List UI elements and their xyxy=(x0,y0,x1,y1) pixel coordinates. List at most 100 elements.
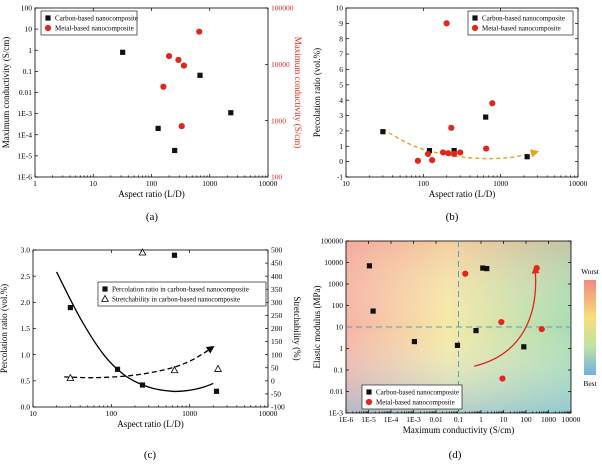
y-tick-label: 10 xyxy=(336,4,344,13)
x-tick-label: 1E-4 xyxy=(384,415,399,424)
y2-tick-label: -50 xyxy=(271,390,281,399)
metal-point xyxy=(445,150,452,157)
y-tick-label: 0 xyxy=(339,157,343,166)
y-tick-label: 0.01 xyxy=(19,88,32,97)
legend-label: Metal-based nanocomposite xyxy=(55,24,134,32)
y-tick-label: 8 xyxy=(339,34,343,43)
metal-point xyxy=(443,20,450,27)
panel-a-caption: (a) xyxy=(146,211,159,223)
stretchability-point xyxy=(138,248,147,256)
y2-tick-label: 500 xyxy=(271,246,283,255)
carbon-point xyxy=(483,114,489,120)
percolation-point xyxy=(139,382,146,388)
x-tick-label: 1 xyxy=(479,415,483,424)
legend-marker xyxy=(102,286,108,292)
carbon-point xyxy=(480,265,486,271)
panel-b-chart: 10 100 1000 10000 -1 0 1 2 3 4 5 6 7 8 9 10 Aspect ratio… xyxy=(312,4,588,199)
y2-tick-label: 350 xyxy=(271,285,283,294)
x-tick-label: 10 xyxy=(500,415,508,424)
metal-point xyxy=(424,150,432,158)
y-tick-label: 100000 xyxy=(321,237,344,246)
carbon-point xyxy=(197,72,203,78)
panel-b-caption: (b) xyxy=(446,211,459,223)
y-tick-label: 3.0 xyxy=(21,246,31,255)
y-tick-label: 0.1 xyxy=(334,366,344,375)
x-tick-label: 1000 xyxy=(493,179,508,188)
metal-point xyxy=(178,123,185,130)
colorbar-bottom-label: Best xyxy=(583,379,597,388)
y-tick-label: 1 xyxy=(28,46,32,55)
y2-tick-label: 300 xyxy=(271,298,283,307)
x-tick-label: 100 xyxy=(520,415,532,424)
y-tick-label: 1 xyxy=(339,344,343,353)
metal-point xyxy=(499,375,506,382)
plot-frame xyxy=(32,249,269,408)
y-tick-label: 1E-3 xyxy=(328,409,343,418)
x-tick-label: 0.01 xyxy=(429,415,442,424)
y-tick-label: 1.0 xyxy=(21,350,31,359)
legend-marker xyxy=(365,398,373,406)
carbon-point xyxy=(473,328,479,334)
percolation-trend xyxy=(56,271,214,393)
y-tick-label: 100 xyxy=(21,4,33,13)
y-tick-label: 0.01 xyxy=(330,387,343,396)
stretchability-point xyxy=(66,373,75,382)
y-tick-label: 1E-6 xyxy=(17,173,32,182)
y-axis-label: Elastic modulus (MPa) xyxy=(312,286,322,369)
legend-label: Metal-based nanocomposite xyxy=(376,398,455,406)
legend-marker xyxy=(471,24,479,32)
x-tick-label: 1E-5 xyxy=(361,415,376,424)
carbon-point xyxy=(366,263,373,269)
trend-line xyxy=(382,128,540,160)
carbon-point xyxy=(172,147,178,154)
y-tick-label: 1.5 xyxy=(21,324,31,333)
y2-tick-label: 1000 xyxy=(271,116,286,125)
carbon-point xyxy=(120,49,126,55)
y2-tick-label: 50 xyxy=(271,363,279,372)
x-tick-label: 100 xyxy=(418,179,430,188)
x-tick-label: 10000 xyxy=(259,179,278,188)
x-tick-label: 10000 xyxy=(259,409,278,418)
y-tick-label: 1E-5 xyxy=(17,151,32,160)
y2-tick-label: 10000 xyxy=(271,60,290,69)
x-tick-label: 10000 xyxy=(562,415,581,424)
y-tick-label: 0.1 xyxy=(23,67,33,76)
metal-point xyxy=(180,62,188,69)
metal-point xyxy=(457,149,464,156)
y-tick-label: 1E-3 xyxy=(17,109,32,118)
y-tick-label: 3 xyxy=(339,111,343,120)
percolation-point xyxy=(67,304,73,311)
y2-tick-label: 450 xyxy=(271,259,283,268)
metal-point xyxy=(533,264,540,272)
x-axis-label: Aspect ratio (L/D) xyxy=(118,189,184,199)
y-tick-label: 1 xyxy=(339,142,343,151)
y-tick-label: 10 xyxy=(25,25,33,34)
metal-point xyxy=(160,83,167,90)
carbon-point xyxy=(228,110,234,116)
x-tick-label: 10 xyxy=(90,179,98,188)
y-tick-label: 2 xyxy=(339,127,343,136)
metal-point xyxy=(462,270,469,277)
legend-marker xyxy=(44,24,52,32)
panel-a-chart: 1 10 100 1000 10000 1E-6 1E-5 1E-4 1E-3 0.01 0.1 1 1… xyxy=(1,4,303,199)
y2-tick-label: 400 xyxy=(271,272,283,281)
y2-tick-label: -100 xyxy=(271,403,285,412)
colorbar xyxy=(584,280,596,375)
plot-frame xyxy=(345,7,579,178)
stretchability-point xyxy=(214,364,222,372)
legend-marker xyxy=(45,15,51,21)
percolation-point xyxy=(213,388,220,394)
carbon-point xyxy=(484,266,490,272)
colorbar-top-label: Worst xyxy=(581,267,600,276)
y-tick-label: 4 xyxy=(339,96,343,105)
metal-point xyxy=(175,56,182,63)
metal-point xyxy=(196,28,203,35)
metal-point xyxy=(538,325,545,333)
y2-axis-label: Maximum conductivity (S/cm) xyxy=(293,37,303,149)
metal-point xyxy=(483,145,490,152)
metal-point xyxy=(498,318,505,326)
y-tick-label: -1 xyxy=(337,173,343,182)
x-tick-label: 1000 xyxy=(541,415,556,424)
stretchability-trend xyxy=(64,345,215,379)
